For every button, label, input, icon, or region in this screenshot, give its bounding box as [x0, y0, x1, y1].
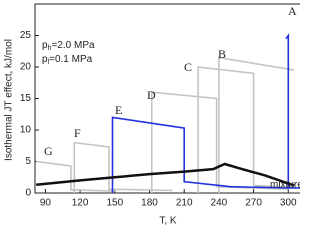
series-line	[36, 162, 295, 187]
x-tick-label: 180	[141, 198, 158, 209]
y-axis-label: Isothermal JT effect, kJ/mol	[4, 39, 15, 161]
y-tick-label: 15	[20, 93, 32, 104]
x-tick-label: 120	[72, 198, 89, 209]
series-label: A	[288, 4, 297, 18]
y-tick-label: 0	[25, 188, 31, 199]
annotation: pl=0.1 MPa	[42, 54, 93, 66]
series-label: D	[147, 88, 156, 102]
series-label: E	[115, 103, 122, 117]
annotation-sub: h	[48, 45, 52, 52]
series-line	[151, 91, 289, 193]
x-tick-label: 300	[280, 198, 297, 209]
y-tick-label: 5	[25, 156, 31, 167]
series-label: mixture	[270, 180, 300, 191]
annotation-base: p	[42, 54, 48, 65]
series-label: B	[218, 47, 226, 61]
series-label: F	[74, 126, 81, 140]
x-tick-label: 270	[245, 198, 262, 209]
x-tick-label: 90	[40, 198, 52, 209]
x-tick-label: 210	[176, 198, 193, 209]
annotation-base: p	[42, 40, 48, 51]
annotation-sub: l	[48, 59, 50, 66]
annotation-text: =0.1 MPa	[49, 54, 93, 65]
y-tick-label: 20	[20, 62, 32, 73]
x-tick-label: 150	[106, 198, 123, 209]
series-line	[36, 160, 115, 192]
annotation: ph=2.0 MPa	[42, 40, 95, 52]
series-line	[111, 116, 289, 193]
series-line	[73, 141, 173, 193]
series-line	[197, 66, 300, 193]
x-axis-label: T, K	[159, 216, 177, 227]
series-line	[218, 56, 295, 193]
annotation-text: =2.0 MPa	[51, 40, 95, 51]
y-tick-label: 25	[20, 30, 32, 41]
series-label: G	[44, 144, 53, 158]
series-label: C	[184, 60, 192, 74]
y-tick-label: 10	[20, 125, 32, 136]
chart: T, K Isothermal JT effect, kJ/mol 90 120 1…	[4, 3, 300, 227]
x-tick-label: 240	[211, 198, 228, 209]
series-line	[285, 33, 300, 189]
